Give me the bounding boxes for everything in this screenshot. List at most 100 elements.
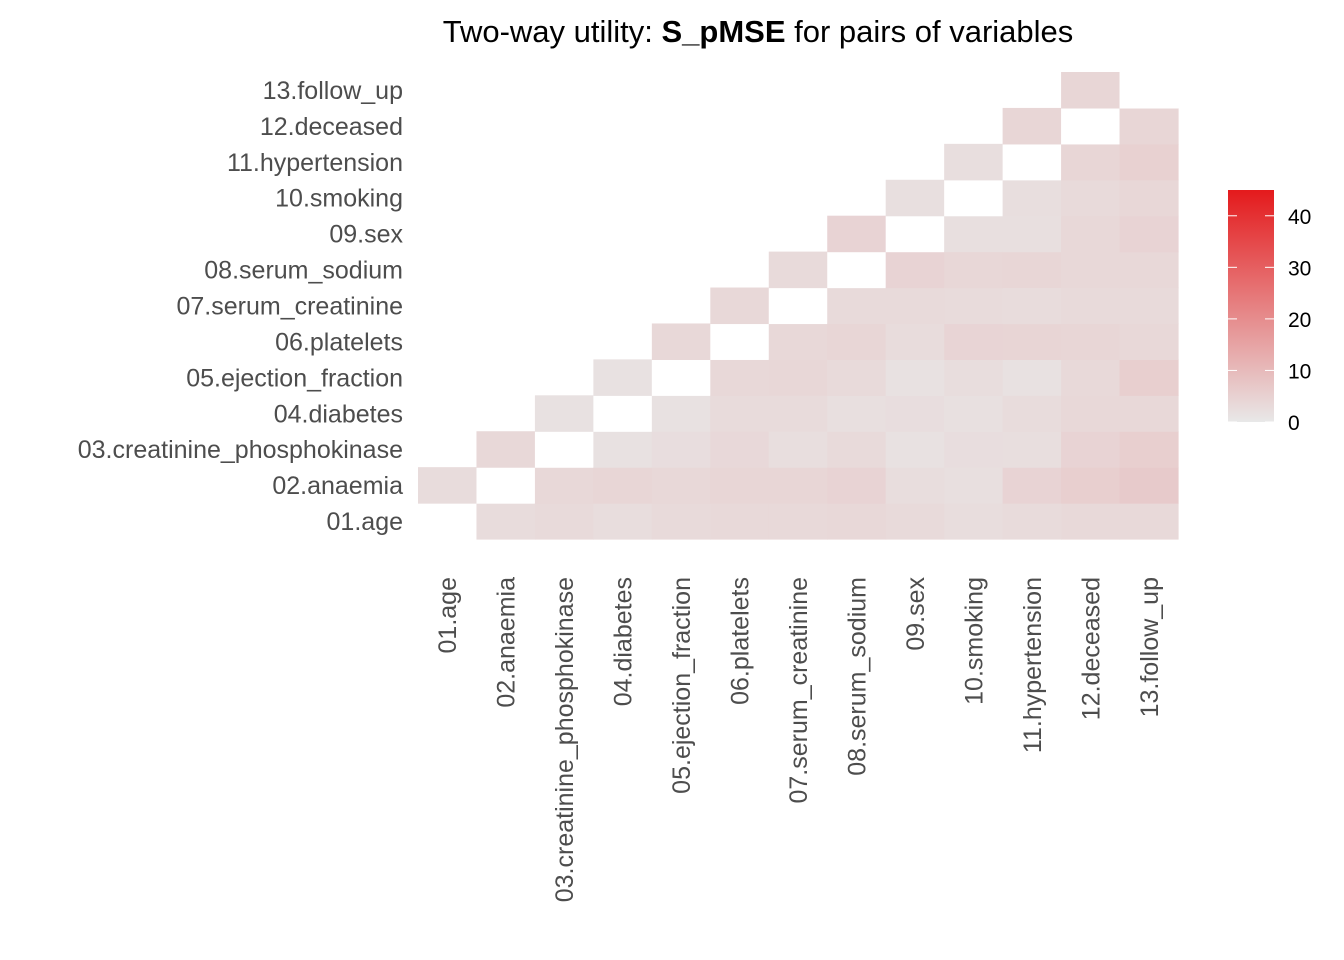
heatmap-cell: [1002, 215, 1062, 253]
heatmap-cell: [1061, 72, 1121, 109]
heatmap-cell: [885, 323, 945, 360]
heatmap-cell-diagonal: [768, 287, 828, 325]
x-tick-label: 10.smoking: [960, 577, 988, 705]
x-tick-label: 03.creatinine_phosphokinase: [551, 577, 579, 902]
y-tick-label: 12.deceased: [260, 113, 403, 141]
heatmap-cell: [710, 431, 770, 468]
chart-title-metric: S_pMSE: [662, 14, 786, 49]
heatmap-cell: [944, 359, 1004, 396]
heatmap-cell: [1119, 287, 1179, 325]
heatmap-cell: [1002, 107, 1062, 145]
y-axis-tick-labels: 01.age 02.anaemia 03.creatinine_phosphokin…: [78, 77, 404, 536]
heatmap-cell: [1061, 467, 1121, 504]
heatmap-cell-diagonal: [651, 359, 711, 396]
y-tick-label: 11.hypertension: [227, 149, 403, 177]
heatmap-cell: [768, 503, 828, 540]
heatmap-cell: [944, 287, 1004, 325]
heatmap-cell: [1061, 359, 1121, 396]
heatmap-cell: [944, 251, 1004, 289]
heatmap-cell: [944, 323, 1004, 360]
heatmap-cell: [1002, 431, 1062, 468]
heatmap-cell: [1061, 251, 1121, 289]
colorbar-tick-label: 30: [1288, 257, 1311, 280]
heatmap-cell: [827, 467, 887, 504]
y-tick-label: 06.platelets: [275, 328, 403, 356]
heatmap-cells: [418, 72, 1179, 540]
heatmap-cell: [1002, 359, 1062, 396]
heatmap-cell-diagonal: [418, 503, 478, 540]
heatmap-cell-diagonal: [885, 215, 945, 253]
heatmap-cell: [1061, 215, 1121, 253]
heatmap-cell: [476, 431, 536, 468]
heatmap-cell: [1061, 395, 1121, 432]
y-tick-label: 02.anaemia: [272, 472, 403, 500]
colorbar-tick-label: 10: [1288, 360, 1311, 383]
y-tick-label: 01.age: [327, 508, 403, 536]
heatmap-cell: [1061, 503, 1121, 540]
heatmap-cell-diagonal: [710, 323, 770, 360]
heatmap-cell-diagonal: [534, 431, 594, 468]
heatmap-cell: [827, 215, 887, 253]
x-axis-tick-labels: 01.age 02.anaemia 03.creatinine_phosphokin…: [434, 577, 1164, 903]
heatmap-cell: [710, 467, 770, 504]
heatmap-cell: [476, 503, 536, 540]
heatmap-cell: [1119, 215, 1179, 253]
heatmap-cell: [593, 359, 653, 396]
x-tick-label: 08.serum_sodium: [843, 577, 871, 776]
heatmap-cell-diagonal: [1119, 72, 1179, 109]
heatmap-cell: [1002, 179, 1062, 217]
heatmap-cell: [885, 503, 945, 540]
heatmap-cell: [768, 323, 828, 360]
heatmap-cell: [885, 467, 945, 504]
heatmap-cell: [593, 503, 653, 540]
heatmap-cell: [1119, 251, 1179, 289]
heatmap-cell: [1002, 503, 1062, 540]
heatmap-cell: [1061, 143, 1121, 181]
heatmap-cell: [944, 467, 1004, 504]
heatmap-cell: [1119, 431, 1179, 468]
heatmap-cell: [593, 467, 653, 504]
y-tick-label: 13.follow_up: [263, 77, 403, 105]
heatmap-cell: [885, 251, 945, 289]
heatmap-cell: [768, 467, 828, 504]
heatmap-cell: [1119, 467, 1179, 504]
x-tick-label: 11.hypertension: [1019, 577, 1047, 753]
x-tick-label: 05.ejection_fraction: [668, 577, 696, 794]
heatmap-cell: [1061, 431, 1121, 468]
heatmap-cell-diagonal: [1002, 143, 1062, 181]
heatmap-cell: [1002, 395, 1062, 432]
x-tick-label: 09.sex: [902, 577, 930, 651]
heatmap-cell-diagonal: [1061, 107, 1121, 145]
x-tick-label: 12.deceased: [1077, 577, 1105, 720]
heatmap-cell-diagonal: [827, 251, 887, 289]
y-tick-label: 05.ejection_fraction: [186, 364, 403, 392]
heatmap-cell: [944, 503, 1004, 540]
y-tick-label: 03.creatinine_phosphokinase: [78, 436, 403, 464]
heatmap-cell-diagonal: [593, 395, 653, 432]
heatmap-cell: [1061, 323, 1121, 360]
heatmap-cell: [944, 215, 1004, 253]
heatmap-cell: [651, 503, 711, 540]
heatmap-cell: [593, 431, 653, 468]
chart-title-suffix: for pairs of variables: [786, 14, 1074, 49]
heatmap-cell: [885, 287, 945, 325]
heatmap-cell: [1061, 287, 1121, 325]
heatmap-cell: [534, 467, 594, 504]
heatmap-cell: [651, 467, 711, 504]
heatmap-cell: [1002, 287, 1062, 325]
y-tick-label: 09.sex: [329, 221, 403, 249]
colorbar-tick-label: 0: [1288, 412, 1300, 435]
heatmap-cell: [710, 287, 770, 325]
heatmap-cell: [827, 287, 887, 325]
colorbar-tick-label: 20: [1288, 309, 1311, 332]
heatmap-cell: [827, 503, 887, 540]
x-tick-label: 07.serum_creatinine: [785, 577, 813, 804]
heatmap-cell: [827, 323, 887, 360]
colorbar: [1228, 190, 1274, 422]
heatmap-cell: [885, 431, 945, 468]
x-tick-label: 04.diabetes: [610, 577, 638, 706]
heatmap-cell: [1002, 467, 1062, 504]
y-tick-label: 07.serum_creatinine: [176, 293, 403, 321]
heatmap-cell: [710, 395, 770, 432]
